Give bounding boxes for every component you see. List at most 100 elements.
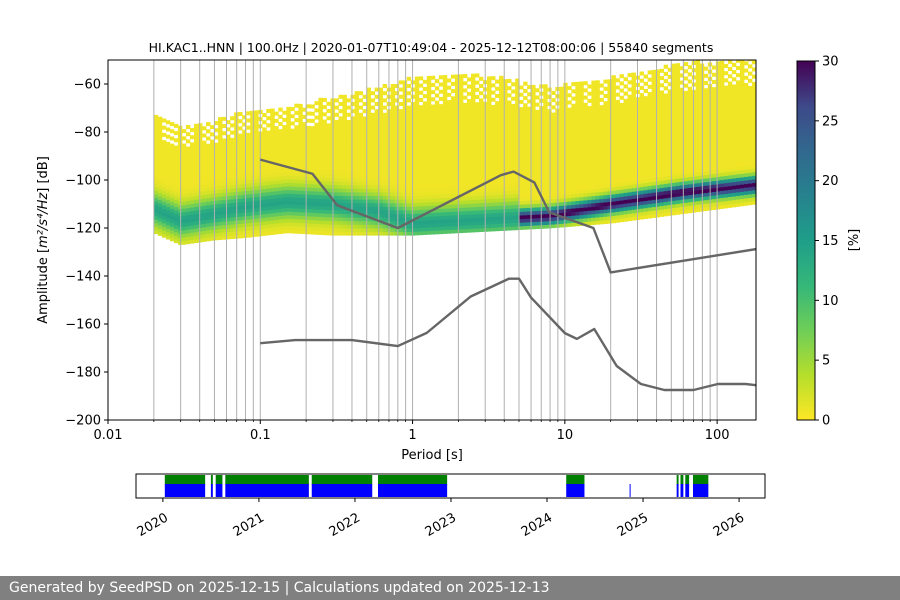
density-cell bbox=[507, 179, 512, 184]
density-cell bbox=[579, 85, 584, 90]
density-cell bbox=[671, 146, 677, 151]
density-cell bbox=[611, 176, 616, 181]
density-cell bbox=[218, 221, 223, 226]
density-cell bbox=[434, 219, 440, 224]
density-cell bbox=[627, 170, 632, 175]
density-cell bbox=[354, 188, 359, 193]
density-cell bbox=[185, 132, 191, 137]
density-cell bbox=[639, 147, 644, 152]
density-cell bbox=[611, 140, 616, 145]
density-cell bbox=[527, 92, 532, 97]
density-cell bbox=[153, 230, 159, 235]
density-cell bbox=[503, 158, 508, 163]
density-cell bbox=[278, 114, 283, 119]
density-cell bbox=[487, 180, 492, 185]
density-cell bbox=[177, 237, 183, 242]
density-cell bbox=[491, 169, 496, 174]
density-cell bbox=[611, 114, 616, 119]
density-cell bbox=[414, 231, 420, 236]
density-cell bbox=[462, 164, 468, 169]
density-cell bbox=[161, 172, 167, 177]
density-cell bbox=[173, 195, 179, 200]
density-cell bbox=[366, 184, 372, 189]
density-cell bbox=[398, 109, 404, 114]
density-cell bbox=[527, 149, 532, 154]
density-cell bbox=[495, 205, 500, 210]
density-cell bbox=[246, 208, 251, 213]
density-cell bbox=[438, 222, 444, 227]
density-cell bbox=[511, 161, 516, 166]
density-cell bbox=[422, 108, 428, 113]
density-cell bbox=[531, 221, 536, 226]
density-cell bbox=[659, 112, 665, 117]
density-cell bbox=[390, 231, 396, 236]
density-cell bbox=[491, 151, 496, 156]
density-cell bbox=[185, 168, 191, 173]
density-cell bbox=[298, 103, 303, 108]
density-cell bbox=[198, 162, 203, 167]
density-cell bbox=[153, 125, 159, 130]
density-cell bbox=[587, 160, 592, 165]
density-cell bbox=[683, 209, 689, 214]
density-cell bbox=[579, 182, 584, 187]
density-cell bbox=[511, 107, 516, 112]
density-cell bbox=[298, 139, 303, 144]
density-cell bbox=[366, 120, 372, 124]
density-cell bbox=[551, 162, 556, 167]
density-cell bbox=[495, 209, 500, 214]
density-cell bbox=[623, 170, 628, 175]
density-cell bbox=[583, 142, 588, 147]
density-cell bbox=[290, 157, 295, 162]
density-cell bbox=[442, 190, 448, 195]
density-cell bbox=[165, 152, 171, 157]
density-cell bbox=[390, 130, 396, 135]
density-cell bbox=[354, 134, 359, 139]
density-cell bbox=[322, 202, 327, 207]
density-cell bbox=[290, 179, 295, 184]
density-cell bbox=[370, 127, 376, 132]
density-cell bbox=[671, 211, 677, 216]
density-cell bbox=[619, 135, 624, 140]
density-cell bbox=[655, 177, 661, 182]
density-cell bbox=[579, 95, 584, 100]
density-cell bbox=[615, 121, 620, 126]
density-cell bbox=[402, 184, 408, 189]
density-cell bbox=[290, 150, 295, 155]
density-cell bbox=[346, 231, 351, 236]
density-cell bbox=[551, 126, 556, 131]
density-cell bbox=[458, 175, 464, 180]
density-cell bbox=[487, 206, 492, 210]
density-cell bbox=[470, 145, 476, 150]
density-cell bbox=[639, 100, 644, 105]
density-cell bbox=[659, 122, 665, 127]
density-cell bbox=[523, 146, 528, 151]
density-cell bbox=[591, 166, 596, 171]
density-cell bbox=[511, 222, 516, 227]
density-cell bbox=[487, 224, 492, 228]
density-cell bbox=[318, 173, 323, 178]
density-cell bbox=[491, 140, 496, 145]
density-cell bbox=[595, 209, 600, 214]
density-cell bbox=[559, 90, 564, 95]
density-cell bbox=[370, 166, 376, 171]
density-cell bbox=[442, 208, 448, 213]
density-cell bbox=[326, 130, 331, 135]
density-cell bbox=[334, 184, 339, 189]
density-cell bbox=[683, 62, 689, 67]
density-cell bbox=[519, 164, 524, 169]
density-cell bbox=[382, 112, 388, 117]
density-cell bbox=[398, 199, 404, 204]
density-cell bbox=[623, 138, 628, 143]
density-cell bbox=[571, 168, 576, 173]
density-cell bbox=[583, 110, 588, 114]
density-cell bbox=[414, 227, 420, 232]
density-cell bbox=[458, 182, 464, 187]
density-cell bbox=[418, 223, 424, 228]
density-cell bbox=[551, 209, 556, 214]
density-cell bbox=[222, 188, 227, 193]
density-cell bbox=[563, 86, 568, 91]
density-cell bbox=[342, 141, 347, 146]
density-cell bbox=[627, 145, 632, 150]
density-cell bbox=[426, 219, 432, 224]
density-cell bbox=[246, 111, 251, 116]
